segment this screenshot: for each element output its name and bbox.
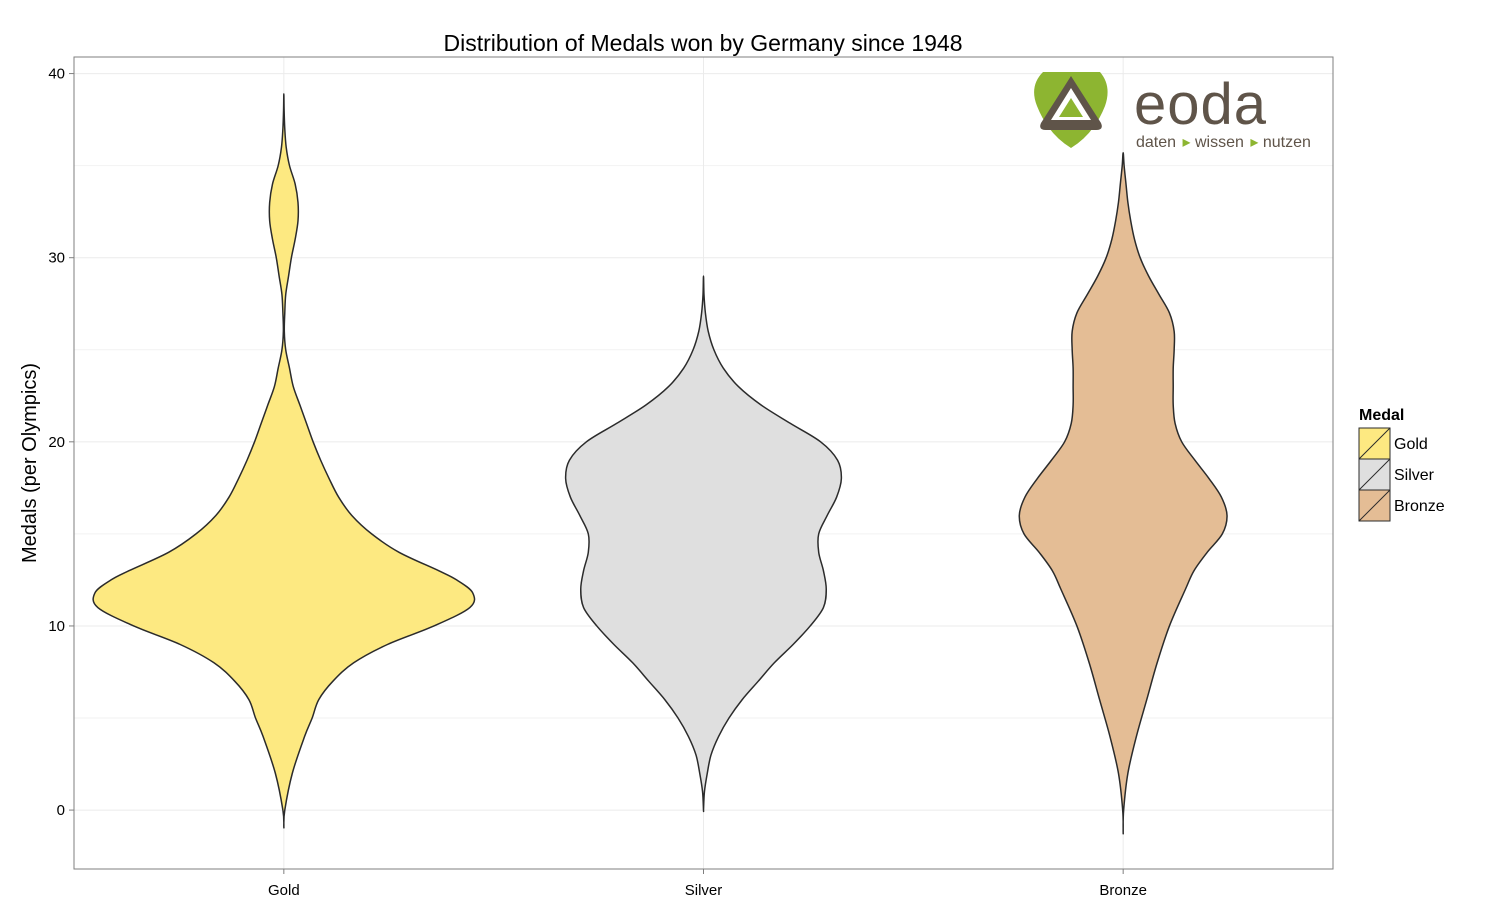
legend-item-bronze: Bronze [1358,489,1445,522]
legend-key-slash [1358,458,1391,491]
violin-silver [564,275,843,813]
legend-label: Bronze [1394,498,1445,515]
y-tick-label: 40 [48,66,65,83]
y-tick-label: 10 [48,618,65,635]
violin-bronze [1018,152,1228,835]
legend-title: Medal [1359,407,1404,424]
y-tick-label: 20 [48,434,65,451]
x-axis: Gold Silver Bronze [268,869,1147,899]
x-tick-label: Gold [268,882,300,899]
legend-label: Silver [1394,467,1435,484]
legend-key-slash [1358,489,1391,522]
y-tick-label: 0 [57,802,65,819]
logo-core-triangle-icon [1059,98,1083,117]
legend: Medal Gold Silver Bronze [1358,407,1445,522]
x-tick-label: Bronze [1099,882,1147,899]
chart-title: Distribution of Medals won by Germany si… [443,30,962,56]
eoda-logo: eoda daten ▸ wissen ▸ nutzen [1034,72,1311,151]
violin-gold [92,93,476,829]
logo-wordmark: eoda [1134,72,1267,137]
legend-item-silver: Silver [1358,458,1435,491]
logo-tagline-wissen: wissen [1194,134,1244,151]
y-axis-label: Medals (per Olympics) [19,363,41,563]
x-tick-label: Silver [685,882,723,899]
legend-item-gold: Gold [1358,427,1428,460]
y-tick-label: 30 [48,250,65,267]
logo-tagline-nutzen: nutzen [1263,134,1311,151]
logo-tagline-arrow-icon: ▸ [1250,134,1258,151]
legend-key-slash [1358,427,1391,460]
logo-tagline: daten ▸ wissen ▸ nutzen [1136,134,1311,151]
violins [92,93,1228,835]
logo-tagline-arrow-icon: ▸ [1183,134,1191,151]
y-axis: 0 10 20 30 40 [48,66,74,819]
legend-label: Gold [1394,436,1428,453]
logo-tagline-daten: daten [1136,134,1176,151]
